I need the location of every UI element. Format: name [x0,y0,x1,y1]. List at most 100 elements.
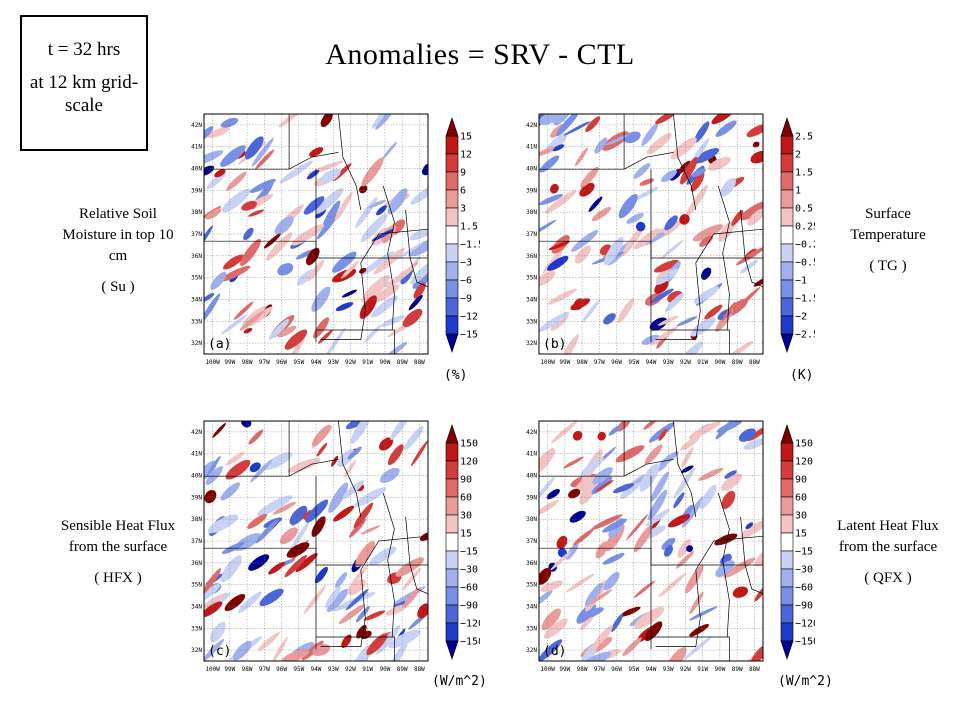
map-svg-c: 100W 99W 98W 97W 96W 95W 94W 93W 92W 91W 90W 89W 88W… [191,420,480,673]
unit-label-d: (W/m^2) [778,674,833,689]
anomaly-blob [539,219,557,237]
anomaly-blob [539,114,560,125]
anomaly-blob [541,608,562,631]
anomaly-blob [591,206,612,222]
anomaly-blob [715,120,737,137]
anomaly-blob [646,132,672,155]
anomaly-blob [664,292,685,313]
anomaly-blob [693,286,719,304]
anomaly-blob [410,261,428,285]
anomaly-blob [635,221,646,232]
anomaly-blob [572,430,583,441]
lon-tick-label: 100W [205,359,220,366]
colorbar-level-label: −15 [460,330,478,341]
state-border [740,209,763,288]
lat-tick-label: 38N [526,516,537,523]
anomaly-blob [289,335,306,354]
anomaly-blob [591,624,614,650]
state-border [539,152,674,170]
colorbar-segment [780,604,794,624]
anomaly-blob [410,440,428,467]
anomaly-blob [643,421,659,430]
anomaly-blob [248,429,264,445]
anomaly-blob [233,301,254,320]
anomaly-blob [748,424,763,442]
anomaly-blob [247,513,268,529]
anomaly-blob [544,190,577,214]
anomaly-blob [287,458,321,473]
anomaly-blob [359,267,367,274]
anomaly-blob [661,240,684,259]
colorbar-level-label: 15 [795,529,807,540]
anomaly-blob [579,481,597,505]
anomaly-blob [326,588,349,613]
anomaly-blob [626,514,649,540]
anomaly-blob [371,284,400,303]
anomaly-blob [673,467,696,499]
colorbar-segment [780,622,794,642]
anomaly-blob [639,463,660,492]
state-border [204,459,339,477]
lon-tick-label: 94W [646,359,657,366]
anomaly-blob [547,288,577,305]
anomaly-blob [595,541,609,559]
anomaly-blob [588,196,603,212]
anomaly-blob [670,137,697,160]
anomaly-blob [254,149,275,170]
anomaly-blob [539,270,556,287]
colorbar-level-label: 0.25 [795,222,815,233]
anomaly-blob [248,209,264,217]
anomaly-blob [305,499,329,523]
colorbar-level-label: 30 [795,511,807,522]
colorbar-segment [780,333,794,353]
lat-tick-label: 38N [191,209,202,216]
anomaly-blob [361,251,394,275]
anomaly-blob [204,150,224,166]
anomaly-blob [681,465,694,473]
anomaly-blob [688,606,718,621]
lat-tick-label: 42N [191,429,202,436]
label-sensible-heat-abbr: ( HFX ) [94,570,142,586]
lat-tick-label: 32N [191,340,202,347]
anomaly-blob [735,246,763,266]
lat-tick-label: 36N [526,560,537,567]
lon-tick-label: 98W [242,359,253,366]
anomaly-blob [363,610,386,621]
colorbar-segment [445,117,459,137]
anomaly-blob [572,528,594,546]
lon-tick-label: 100W [205,666,220,673]
anomaly-blob [249,462,261,473]
colorbar-segment [780,442,794,462]
anomaly-blob [675,550,695,569]
lat-tick-label: 39N [526,494,537,501]
anomaly-blob [281,649,310,661]
anomaly-blob [334,191,353,221]
colorbar-segment [445,478,459,498]
colorbar-segment [780,153,794,173]
anomaly-blob [644,621,663,642]
lon-tick-label: 91W [362,666,373,673]
colorbar-segment [780,315,794,335]
colorbar-level-label: 90 [795,475,807,486]
label-surface-temperature-name: Surface Temperature [850,206,926,243]
colorbar-segment [445,550,459,570]
anomaly-blob [334,572,348,588]
colorbar-segment [445,261,459,281]
lat-tick-label: 42N [526,122,537,129]
anomaly-blob [683,636,712,660]
anomaly-blob [220,482,241,501]
lat-tick-label: 42N [526,429,537,436]
anomaly-blob [556,114,580,137]
anomaly-blob [408,239,428,257]
anomaly-blob [626,212,644,224]
colorbar-level-label: −0.25 [795,240,815,251]
anomaly-blob [639,178,655,186]
anomaly-blob [421,162,428,176]
colorbar-level-label: −2.5 [795,330,815,341]
label-latent-heat-abbr: ( QFX ) [864,570,912,586]
anomaly-blob [402,308,423,327]
anomaly-blob [715,560,735,578]
anomaly-blob [563,121,591,136]
anomaly-blob [578,607,604,620]
graticule [539,114,763,354]
